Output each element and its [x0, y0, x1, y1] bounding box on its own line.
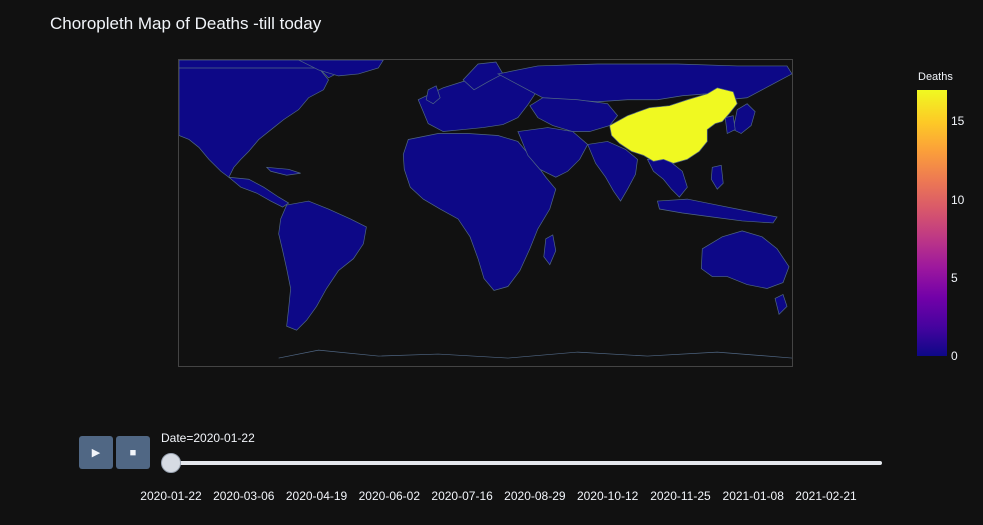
- colorbar-tick-label: 5: [951, 270, 958, 285]
- colorbar-tick-label: 0: [951, 349, 958, 363]
- slider-tick-label[interactable]: 2021-02-21: [795, 489, 857, 503]
- play-button[interactable]: ▶: [79, 436, 113, 469]
- country-australia[interactable]: [700, 230, 790, 289]
- slider-tick-label[interactable]: 2020-01-22: [140, 489, 202, 503]
- colorbar-tick-label: 15: [951, 114, 965, 129]
- country-japan[interactable]: [732, 103, 756, 134]
- play-icon: ▶: [91, 447, 101, 459]
- slider-tick-label[interactable]: 2020-07-16: [431, 489, 493, 503]
- country-philippines[interactable]: [710, 164, 724, 190]
- country-korea[interactable]: [724, 115, 736, 135]
- slider-tick-label[interactable]: 2020-06-02: [358, 489, 421, 503]
- country-antarctica[interactable]: [278, 349, 792, 359]
- country-central-america[interactable]: [227, 176, 290, 208]
- country-middle-east[interactable]: [517, 127, 589, 178]
- country-central-asia[interactable]: [529, 97, 619, 132]
- slider-current-label: Date=2020-01-22: [161, 431, 255, 445]
- country-north-america[interactable]: [179, 67, 329, 178]
- country-southeast-asia[interactable]: [646, 159, 688, 198]
- slider-track[interactable]: [164, 461, 882, 465]
- country-caribbean[interactable]: [265, 166, 301, 176]
- country-madagascar[interactable]: [543, 234, 557, 266]
- slider-tick-label[interactable]: 2020-04-19: [285, 489, 348, 503]
- country-russia[interactable]: [496, 63, 792, 103]
- choropleth-map[interactable]: [178, 59, 793, 367]
- country-uk[interactable]: [425, 85, 441, 105]
- slider-tick-label[interactable]: 2021-01-08: [722, 489, 784, 503]
- slider-tick-label[interactable]: 2020-11-25: [650, 489, 711, 503]
- country-greenland[interactable]: [298, 60, 384, 77]
- colorbar: [917, 90, 947, 356]
- country-south-america[interactable]: [278, 200, 367, 331]
- slider-tick-label[interactable]: 2020-10-12: [576, 489, 639, 503]
- country-canada-north[interactable]: [179, 60, 349, 79]
- colorbar-title: Deaths: [918, 71, 953, 83]
- slider-tick-label[interactable]: 2020-03-06: [213, 489, 275, 503]
- slider-handle[interactable]: [161, 453, 181, 473]
- world-map-svg: [179, 60, 792, 359]
- country-new-zealand[interactable]: [774, 293, 788, 316]
- country-africa[interactable]: [402, 133, 557, 291]
- colorbar-tick-label: 10: [951, 192, 965, 207]
- country-india[interactable]: [587, 141, 638, 202]
- slider-tick-label[interactable]: 2020-08-29: [504, 489, 566, 503]
- stop-icon: ■: [129, 446, 137, 459]
- stop-button[interactable]: ■: [116, 436, 150, 469]
- country-indonesia[interactable]: [656, 198, 778, 224]
- country-china[interactable]: [609, 87, 738, 164]
- chart-title: Choropleth Map of Deaths -till today: [50, 14, 322, 33]
